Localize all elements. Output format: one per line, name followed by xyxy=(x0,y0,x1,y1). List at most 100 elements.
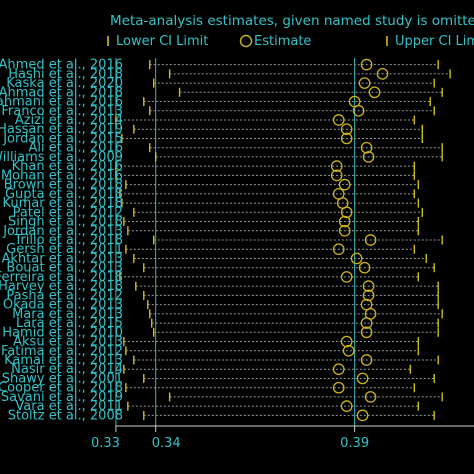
estimate-marker xyxy=(360,58,373,71)
estimate-marker xyxy=(364,391,377,403)
estimate-marker xyxy=(330,160,343,173)
study-row: Jordan et al., 2015 xyxy=(2,131,423,146)
estimate-marker xyxy=(330,169,343,182)
study-label: Rahmani et al., 2016 xyxy=(0,95,123,110)
estimate-marker xyxy=(340,271,353,283)
estimate-marker xyxy=(340,132,353,145)
legend-estimate-label: Estimate xyxy=(254,34,311,49)
study-label: Harvey et al., 2018 xyxy=(0,279,123,294)
estimate-marker xyxy=(358,77,371,89)
legend-upper-ci-label: Upper CI Limit xyxy=(395,34,474,49)
study-row: Khan et al., 2016 xyxy=(12,159,416,174)
study-label: Okada et al., 2013 xyxy=(3,298,123,313)
study-label: Stoltz et al., 2008 xyxy=(8,408,123,423)
study-row: Ferreira et al., 2018 xyxy=(0,270,419,285)
estimate-marker xyxy=(340,206,353,219)
study-label: Gupta et al., 2018 xyxy=(5,187,123,202)
estimate-marker xyxy=(332,363,345,376)
estimate-marker xyxy=(376,67,389,80)
study-label: Vara et al., 2011 xyxy=(15,399,123,414)
study-row: Savani et al., 2019 xyxy=(1,390,443,405)
estimate-marker xyxy=(364,234,377,246)
study-row: Singh et al., 2018 xyxy=(8,215,419,230)
study-label: Cooper et al., 2018 xyxy=(0,381,123,396)
study-row: Fatima et al., 2012 xyxy=(1,344,419,359)
study-row: Mohan et al., 2016 xyxy=(1,168,416,183)
study-row: Harvey et al., 2018 xyxy=(0,279,439,294)
study-label: Hashi et al., 2018 xyxy=(8,67,123,82)
study-label: Bouat et al., 2013 xyxy=(6,261,123,276)
study-label: Ferreira et al., 2018 xyxy=(0,270,123,285)
x-axis: 0.33 0.34 0.39 xyxy=(91,425,474,451)
study-label: Gersh et al., 2011 xyxy=(6,242,123,257)
study-label: Mara et al., 2013 xyxy=(12,307,123,322)
study-label: Khan et al., 2016 xyxy=(12,159,123,174)
study-row: Vara et al., 2011 xyxy=(15,399,419,414)
study-row: Kamal et al., 2013 xyxy=(4,353,439,368)
legend: Lower CI Limit Estimate Upper CI Limit xyxy=(107,34,474,49)
study-row: Cooper et al., 2018 xyxy=(0,381,416,396)
study-label: Hassan et al., 2019 xyxy=(0,122,123,137)
study-row: Brown et al., 2018 xyxy=(4,178,419,193)
study-row: Trillo et al., 2018 xyxy=(13,233,443,248)
study-row: Pasha et al., 2012 xyxy=(6,288,439,303)
estimate-marker xyxy=(360,141,373,154)
estimate-marker xyxy=(362,151,375,163)
study-row: Ali et al., 2016 xyxy=(28,141,443,156)
study-label: Savani et al., 2019 xyxy=(1,390,123,405)
study-row: Hassan et al., 2019 xyxy=(0,122,423,137)
study-label: Singh et al., 2018 xyxy=(8,215,123,230)
study-label: Jordan et al., 2015 xyxy=(2,131,123,146)
study-row: Hashi et al., 2018 xyxy=(8,67,451,82)
estimate-marker xyxy=(362,289,375,302)
estimate-marker xyxy=(342,344,355,357)
study-label: Kumar et al., 2018 xyxy=(2,196,123,211)
legend-estimate-marker xyxy=(239,34,253,48)
legend-item-lower: Lower CI Limit xyxy=(107,34,208,49)
estimate-marker xyxy=(340,335,353,348)
study-label: Aksu et al., 2013 xyxy=(13,335,123,350)
estimate-marker xyxy=(338,178,351,191)
study-label: Azizi et al., 2014 xyxy=(15,113,123,128)
study-row: Ahmad et al., 2018 xyxy=(0,85,443,100)
study-label: Nasir et al., 2014 xyxy=(11,362,123,377)
study-row: Gersh et al., 2011 xyxy=(6,242,416,257)
study-label: Williams et al., 2009 xyxy=(0,150,123,165)
study-label: Kaska et al., 2020 xyxy=(6,76,123,91)
study-label: Pasha et al., 2012 xyxy=(6,288,123,303)
estimate-marker xyxy=(360,317,373,329)
estimate-marker xyxy=(332,243,345,256)
study-label: Brown et al., 2018 xyxy=(4,178,123,193)
x-tick-label: 0.34 xyxy=(152,436,181,451)
study-label: Trillo et al., 2018 xyxy=(13,233,123,248)
estimate-marker xyxy=(352,104,365,117)
estimate-marker xyxy=(332,114,345,126)
study-label: Patel et al., 2012 xyxy=(13,205,123,220)
study-label: Fatima et al., 2012 xyxy=(1,344,123,359)
study-label: Kamal et al., 2013 xyxy=(4,353,123,368)
estimate-marker xyxy=(332,381,345,394)
study-label: Mohan et al., 2016 xyxy=(1,168,123,183)
study-row: Jordan et al., 2013 xyxy=(2,224,419,239)
study-label: Ahmad et al., 2018 xyxy=(0,85,123,100)
estimate-marker xyxy=(368,86,381,99)
estimate-marker xyxy=(350,252,363,265)
study-label: Akhtar et al., 2013 xyxy=(2,251,124,266)
study-row: Williams et al., 2009 xyxy=(0,150,443,165)
legend-lower-ci-label: Lower CI Limit xyxy=(116,34,208,49)
chart-title: Meta-analysis estimates, given named stu… xyxy=(110,13,474,29)
estimate-marker xyxy=(360,326,373,339)
study-row: Franco et al., 2013 xyxy=(1,104,435,119)
estimate-marker xyxy=(340,123,353,136)
estimate-marker xyxy=(340,400,353,413)
study-row: Nasir et al., 2014 xyxy=(11,362,412,377)
x-tick-label: 0.39 xyxy=(340,436,369,451)
estimate-marker xyxy=(338,215,351,228)
study-label: Jordan et al., 2013 xyxy=(2,224,123,239)
study-row: Kaska et al., 2020 xyxy=(6,76,435,91)
x-tick-label: 0.33 xyxy=(91,436,120,451)
study-label: Shawy et al., 2001 xyxy=(2,371,123,386)
